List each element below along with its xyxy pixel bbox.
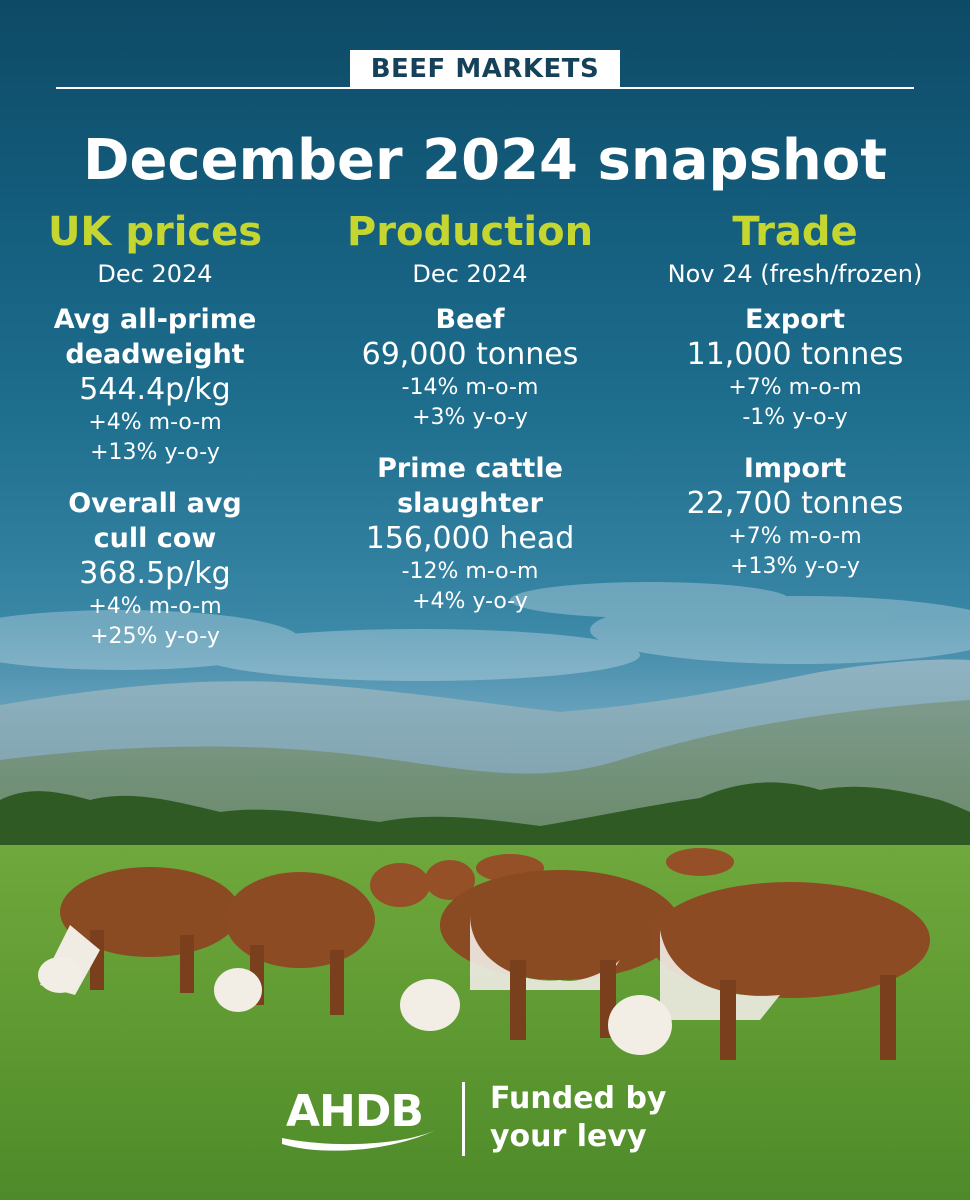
metric-import: Import 22,700 tonnes +7% m-o-m +13% y-o-… [635,451,955,582]
metric-mom: +4% m-o-m [88,410,222,435]
ahdb-swoosh-icon [282,1130,436,1151]
column-period: Dec 2024 [412,260,528,288]
metric-label: Avg all-prime [53,304,257,335]
metric-mom: +7% m-o-m [728,524,862,549]
metric-mom: -14% m-o-m [401,375,539,400]
ahdb-footer: AHDB Funded by your levy [280,1074,700,1164]
metric-label: slaughter [397,488,543,519]
cloud-shapes [0,582,970,681]
cow-center [400,870,680,1040]
metric-export: Export 11,000 tonnes +7% m-o-m -1% y-o-y [635,302,955,433]
metric-label: Overall avg [68,488,242,519]
metric-yoy: +25% y-o-y [90,624,220,649]
column-period: Dec 2024 [97,260,213,288]
metric-label: cull cow [93,523,217,554]
tagline-line: your levy [490,1119,647,1154]
metric-deadweight: Avg all-prime deadweight 544.4p/kg +4% m… [10,302,300,468]
column-heading: Trade [732,209,858,255]
metric-label: Export [745,304,845,335]
metric-label: Beef [435,304,505,335]
metric-value: 368.5p/kg [79,556,231,591]
cow-left [38,867,240,995]
column-heading: Production [346,209,594,255]
metric-value: 69,000 tonnes [361,337,579,372]
cow-left-middle [214,872,375,1015]
header-divider [56,87,914,89]
tagline-line: Funded by [490,1081,667,1116]
column-heading: UK prices [47,209,263,255]
ahdb-logo: AHDB [286,1086,424,1137]
levy-tagline: Funded by your levy [490,1080,666,1156]
metric-label: deadweight [65,339,245,370]
logo-divider [462,1082,465,1156]
cow-background [370,848,734,907]
metric-label: Prime cattle [377,453,563,484]
section-badge: BEEF MARKETS [350,50,620,88]
metric-yoy: +3% y-o-y [412,405,528,430]
metric-yoy: -1% y-o-y [742,405,848,430]
metric-value: 544.4p/kg [79,372,231,407]
metric-prime-slaughter: Prime cattle slaughter 156,000 head -12%… [325,451,615,617]
page-title: December 2024 snapshot [82,128,888,193]
cow-right [608,882,930,1060]
metric-cull-cow: Overall avg cull cow 368.5p/kg +4% m-o-m… [10,486,300,652]
metric-mom: -12% m-o-m [401,559,539,584]
trade-column: Trade Nov 24 (fresh/frozen) Export 11,00… [635,206,955,600]
uk-prices-column: UK prices Dec 2024 Avg all-prime deadwei… [10,206,300,670]
metric-yoy: +13% y-o-y [730,554,860,579]
metric-yoy: +13% y-o-y [90,440,220,465]
metric-value: 22,700 tonnes [686,486,904,521]
metric-mom: +4% m-o-m [88,594,222,619]
production-column: Production Dec 2024 Beef 69,000 tonnes -… [325,206,615,635]
metric-beef: Beef 69,000 tonnes -14% m-o-m +3% y-o-y [325,302,615,433]
column-period: Nov 24 (fresh/frozen) [667,260,923,288]
cattle-herd [38,848,930,1060]
metric-value: 156,000 head [365,521,575,556]
metric-label: Import [743,453,847,484]
metric-yoy: +4% y-o-y [412,589,528,614]
metric-mom: +7% m-o-m [728,375,862,400]
metric-value: 11,000 tonnes [686,337,904,372]
